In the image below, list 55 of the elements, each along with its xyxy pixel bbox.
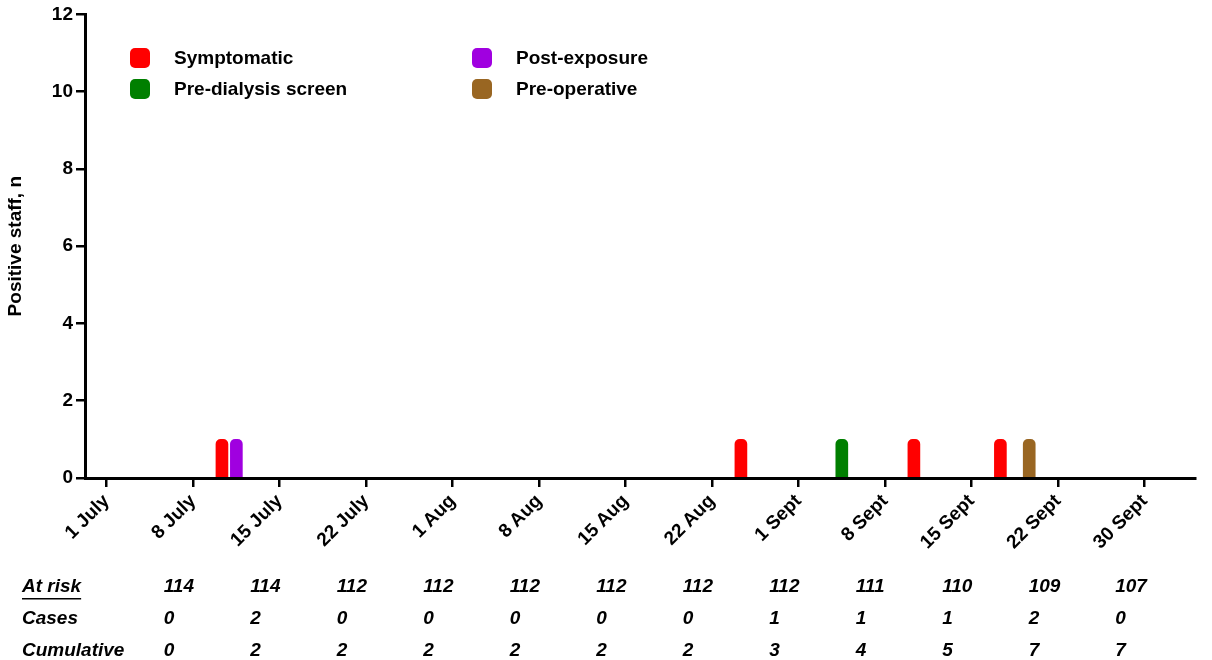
text: 112 — [682, 575, 714, 597]
y-tick-label: 4 — [62, 311, 74, 333]
text: 2 — [249, 607, 262, 629]
text: 2 — [1027, 607, 1040, 629]
text: Cumulative — [22, 639, 125, 660]
text: 0 — [163, 639, 175, 660]
text: 2 — [595, 639, 608, 660]
text: 5 — [942, 639, 954, 660]
text: 0 — [1115, 607, 1127, 629]
legend-label: Pre-dialysis screen — [174, 77, 348, 100]
text: 0 — [509, 607, 521, 629]
x-tick-label: 15 July — [225, 489, 287, 551]
text: 2 — [681, 639, 694, 660]
y-tick-label: 6 — [62, 234, 73, 256]
text: Cases — [22, 607, 78, 629]
text: 0 — [423, 607, 435, 629]
text: 1 — [769, 607, 780, 629]
y-tick-label: 10 — [51, 79, 73, 101]
text: 107 — [1115, 575, 1149, 597]
y-tick-label: 2 — [62, 388, 73, 410]
text: 7 — [1028, 639, 1041, 660]
text: 114 — [163, 575, 195, 597]
text: 112 — [509, 575, 541, 597]
x-tick-label: 1 July — [60, 489, 114, 543]
y-tick-label: 0 — [62, 466, 73, 488]
legend-label: Symptomatic — [174, 46, 294, 69]
text: 2 — [335, 639, 348, 660]
text: 0 — [163, 607, 175, 629]
text: 4 — [854, 639, 867, 660]
y-tick-label: 8 — [62, 157, 73, 179]
text: 0 — [336, 607, 348, 629]
text: 0 — [596, 607, 608, 629]
text: 114 — [250, 575, 281, 597]
text: 112 — [769, 575, 800, 597]
x-tick-label: 8 July — [146, 489, 200, 543]
x-tick-label: 22 July — [312, 489, 373, 551]
text: 2 — [249, 639, 262, 660]
text: 1 — [855, 607, 867, 629]
text: 112 — [596, 575, 627, 597]
text: 2 — [422, 639, 435, 660]
text: 7 — [1115, 639, 1128, 660]
y-axis-title: Positive staff, n — [3, 175, 25, 317]
legend-label: Post-exposure — [516, 46, 648, 69]
text: 2 — [508, 639, 521, 660]
text: 112 — [423, 575, 454, 597]
text: 3 — [769, 639, 781, 660]
text: 112 — [336, 575, 368, 597]
text: 0 — [682, 607, 694, 629]
text: 111 — [855, 575, 885, 597]
text: 109 — [1028, 575, 1061, 597]
y-tick-label: 12 — [51, 2, 73, 24]
text: 110 — [942, 575, 973, 597]
text: At risk — [21, 575, 83, 597]
text: 1 — [942, 607, 953, 629]
legend-label: Pre-operative — [516, 77, 638, 100]
